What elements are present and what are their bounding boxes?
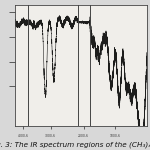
Text: Fig. 3: The IR spectrum regions of the (CH₃)₄NF: Fig. 3: The IR spectrum regions of the (… (0, 142, 150, 148)
